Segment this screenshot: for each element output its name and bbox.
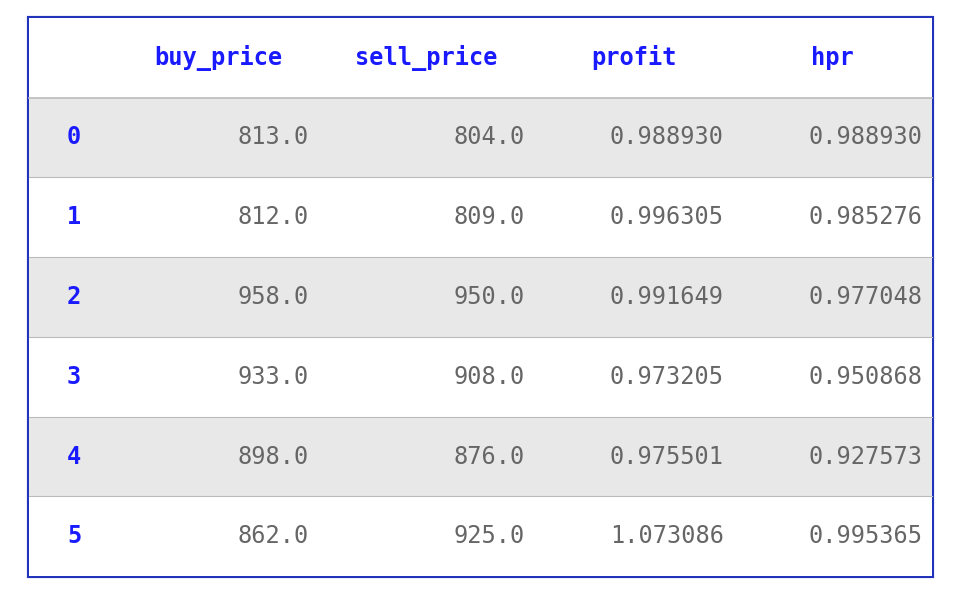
Text: 0.988930: 0.988930 — [610, 125, 724, 150]
Text: 925.0: 925.0 — [454, 525, 525, 548]
Text: 812.0: 812.0 — [237, 206, 308, 229]
Text: 0.973205: 0.973205 — [610, 365, 724, 388]
Text: 876.0: 876.0 — [454, 444, 525, 469]
Text: buy_price: buy_price — [155, 45, 283, 71]
Bar — [29, 178, 932, 257]
Text: 0.927573: 0.927573 — [808, 444, 923, 469]
Text: sell_price: sell_price — [355, 45, 498, 71]
Bar — [29, 18, 932, 97]
Text: 0.975501: 0.975501 — [610, 444, 724, 469]
Bar — [29, 337, 932, 416]
Text: 5: 5 — [67, 525, 81, 548]
Text: 0.996305: 0.996305 — [610, 206, 724, 229]
Bar — [29, 257, 932, 337]
Text: 958.0: 958.0 — [237, 285, 308, 309]
Text: 813.0: 813.0 — [237, 125, 308, 150]
Text: 1: 1 — [67, 206, 81, 229]
Text: 950.0: 950.0 — [454, 285, 525, 309]
FancyBboxPatch shape — [29, 18, 932, 576]
Text: 0: 0 — [67, 125, 81, 150]
Bar — [29, 97, 932, 178]
Text: 898.0: 898.0 — [237, 444, 308, 469]
Text: 0.991649: 0.991649 — [610, 285, 724, 309]
Text: 804.0: 804.0 — [454, 125, 525, 150]
Text: 862.0: 862.0 — [237, 525, 308, 548]
Text: hpr: hpr — [811, 46, 854, 69]
Bar — [29, 416, 932, 497]
Text: 0.977048: 0.977048 — [808, 285, 923, 309]
Text: 1.073086: 1.073086 — [610, 525, 724, 548]
Text: 2: 2 — [67, 285, 81, 309]
Text: 0.985276: 0.985276 — [808, 206, 923, 229]
Text: 908.0: 908.0 — [454, 365, 525, 388]
Text: 0.995365: 0.995365 — [808, 525, 923, 548]
Text: profit: profit — [591, 45, 677, 70]
Text: 809.0: 809.0 — [454, 206, 525, 229]
Bar — [29, 497, 932, 576]
Text: 0.988930: 0.988930 — [808, 125, 923, 150]
Text: 933.0: 933.0 — [237, 365, 308, 388]
Text: 0.950868: 0.950868 — [808, 365, 923, 388]
Text: 4: 4 — [67, 444, 81, 469]
Text: 3: 3 — [67, 365, 81, 388]
